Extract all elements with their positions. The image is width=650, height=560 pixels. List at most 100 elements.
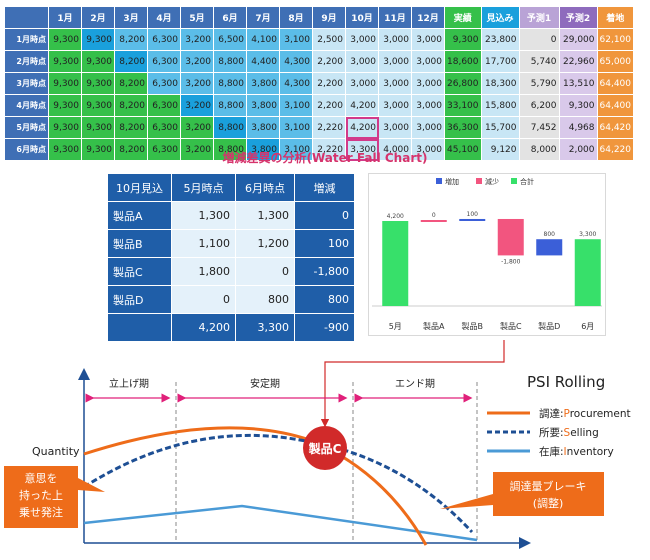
diff-value: 100 bbox=[294, 229, 355, 258]
legend-procurement: 調達:Procurement bbox=[539, 407, 631, 420]
waterfall-bar bbox=[459, 218, 486, 221]
category-label: 製品C bbox=[500, 321, 522, 331]
table-cell: 64,220 bbox=[596, 138, 634, 161]
table-cell: 3,800 bbox=[246, 94, 280, 117]
table-cell: 3,100 bbox=[279, 138, 313, 161]
table-cell: 17,700 bbox=[480, 50, 520, 73]
table-cell: 9,300 bbox=[81, 28, 115, 51]
may-total: 4,200 bbox=[171, 313, 236, 342]
table-cell: 8,200 bbox=[114, 138, 148, 161]
table-cell: 3,300 bbox=[345, 138, 379, 161]
may-value: 1,100 bbox=[171, 229, 236, 258]
legend-label: 合計 bbox=[520, 177, 534, 186]
table-cell: 36,300 bbox=[444, 116, 482, 139]
table-cell: 45,100 bbox=[444, 138, 482, 161]
table-row: 1月時点 9,300 9,300 8,200 6,300 3,200 6,500 4,100 3… bbox=[4, 28, 634, 51]
table-cell: 8,800 bbox=[213, 50, 247, 73]
column-header: 8月 bbox=[279, 6, 313, 29]
row-label: 6月時点 bbox=[4, 138, 49, 161]
column-header: 12月 bbox=[411, 6, 445, 29]
waterfall-title: 増減差異の分析(Water Fall Chart) bbox=[222, 151, 428, 165]
jun-total: 3,300 bbox=[235, 313, 295, 342]
table-cell: 3,200 bbox=[180, 28, 214, 51]
table-cell: 4,200 bbox=[345, 116, 379, 139]
product-c-marker bbox=[303, 426, 347, 470]
column-header: 1月 bbox=[48, 6, 82, 29]
column-header: 5月 bbox=[180, 6, 214, 29]
jun-value: 1,200 bbox=[235, 229, 295, 258]
category-label: 製品B bbox=[462, 321, 484, 331]
table-cell: 23,800 bbox=[480, 28, 520, 51]
column-header: 2月 bbox=[81, 6, 115, 29]
table-cell: 0 bbox=[518, 28, 560, 51]
variance-table: 10月見込 5月時点 6月時点 増減 製品A 1,300 1,300 0 製品B… bbox=[107, 173, 355, 342]
table-cell: 3,000 bbox=[411, 94, 445, 117]
product-c-marker-label: 製品C bbox=[308, 441, 342, 456]
column-header: 6月 bbox=[213, 6, 247, 29]
jun-value: 1,300 bbox=[235, 201, 295, 230]
table-cell: 3,800 bbox=[246, 138, 280, 161]
table-cell: 18,300 bbox=[480, 72, 520, 95]
table-cell: 9,300 bbox=[81, 72, 115, 95]
data-label: 800 bbox=[544, 231, 556, 238]
table-cell: 3,000 bbox=[411, 72, 445, 95]
table-cell: 3,200 bbox=[180, 50, 214, 73]
column-header: 3月 bbox=[114, 6, 148, 29]
table-cell: 3,800 bbox=[246, 72, 280, 95]
table-cell: 8,200 bbox=[114, 28, 148, 51]
table-cell: 64,400 bbox=[596, 94, 634, 117]
column-header: 着地 bbox=[596, 6, 634, 29]
quantity-label: Quantity bbox=[32, 445, 80, 458]
callout-right-line1: 調達量ブレーキ bbox=[510, 479, 587, 493]
data-label: 0 bbox=[432, 212, 436, 219]
variance-header-row: 10月見込 5月時点 6月時点 増減 bbox=[107, 173, 355, 202]
table-cell: 3,100 bbox=[279, 28, 313, 51]
data-label: 4,200 bbox=[387, 213, 404, 220]
selling-curve bbox=[83, 433, 474, 534]
legend-label: 減少 bbox=[485, 177, 499, 186]
column-header: 実績 bbox=[444, 6, 482, 29]
legend-selling: 所要:Selling bbox=[539, 427, 599, 439]
column-header: 7月 bbox=[246, 6, 280, 29]
table-cell: 8,200 bbox=[114, 72, 148, 95]
category-label: 製品A bbox=[423, 321, 445, 331]
table-cell: 2,000 bbox=[558, 138, 598, 161]
table-cell: 2,200 bbox=[312, 72, 346, 95]
legend-swatch bbox=[511, 178, 517, 184]
table-cell: 8,000 bbox=[518, 138, 560, 161]
table-cell: 3,100 bbox=[279, 94, 313, 117]
callout-left-line3: 乗せ発注 bbox=[19, 505, 63, 519]
product-label: 製品C bbox=[107, 257, 172, 286]
legend-inventory: 在庫:Inventory bbox=[539, 445, 614, 458]
product-label: 製品D bbox=[107, 285, 172, 314]
waterfall-bar bbox=[574, 239, 601, 306]
table-cell: 9,120 bbox=[480, 138, 520, 161]
variance-row: 製品D 0 800 800 bbox=[107, 285, 355, 314]
column-header: 11月 bbox=[378, 6, 412, 29]
waterfall-bar bbox=[536, 239, 563, 256]
table-cell: 13,510 bbox=[558, 72, 598, 95]
table-cell: 6,500 bbox=[213, 28, 247, 51]
category-label: 6月 bbox=[581, 322, 594, 331]
table-cell: 3,000 bbox=[411, 28, 445, 51]
variance-total-row: 4,200 3,300 -900 bbox=[107, 313, 355, 342]
jun-value: 800 bbox=[235, 285, 295, 314]
waterfall-chart: 増加 減少 合計 4,200 5月 0 製品A 100 製品B -1,800 製品C 800 製品D 3… bbox=[372, 177, 602, 331]
table-cell: 9,300 bbox=[81, 138, 115, 161]
product-label: 製品B bbox=[107, 229, 172, 258]
table-cell: 3,200 bbox=[180, 116, 214, 139]
table-cell: 29,000 bbox=[558, 28, 598, 51]
product-label: 製品A bbox=[107, 201, 172, 230]
table-cell: 3,200 bbox=[180, 72, 214, 95]
callout-left-box bbox=[4, 466, 105, 528]
table-cell: 8,200 bbox=[114, 50, 148, 73]
category-label: 製品D bbox=[538, 321, 560, 331]
table-cell: 8,800 bbox=[213, 138, 247, 161]
procurement-curve bbox=[83, 426, 428, 546]
phase-label-launch: 立上げ期 bbox=[109, 377, 149, 390]
may-value: 1,300 bbox=[171, 201, 236, 230]
legend-label: 増加 bbox=[445, 177, 459, 186]
waterfall-bar bbox=[420, 220, 447, 222]
variance-row: 製品A 1,300 1,300 0 bbox=[107, 201, 355, 230]
